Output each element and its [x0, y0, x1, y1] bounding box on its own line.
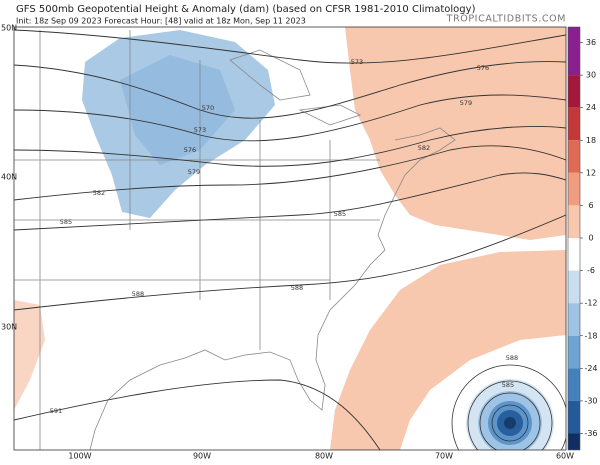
colorbar-segment: [568, 400, 580, 434]
longitude-label: 90W: [193, 452, 211, 461]
colorbar-tick-label: 30: [586, 71, 596, 80]
colorbar-tick-label: -6: [587, 266, 595, 275]
map-frame: [13, 26, 567, 451]
longitude-label: 60W: [556, 452, 574, 461]
contour-label: 588: [506, 354, 518, 362]
colorbar-frame: [567, 26, 581, 451]
colorbar-tick-label: -18: [584, 331, 597, 340]
map: [13, 26, 567, 451]
positive-anomaly: [330, 250, 566, 450]
latitude-label: 40N: [1, 173, 17, 182]
contour-label: 576: [477, 64, 489, 72]
colorbar-tick-label: 6: [588, 201, 593, 210]
colorbar-segment: [568, 172, 580, 206]
contour-label: 591: [50, 407, 62, 415]
colorbar-segment: [568, 140, 580, 173]
cyclone-anomaly: [504, 417, 516, 429]
colorbar-segment: [568, 303, 580, 336]
longitude-label: 100W: [68, 452, 91, 461]
contour-label: 570: [202, 104, 214, 112]
contour-label: 579: [460, 99, 472, 107]
colorbar-segment: [568, 107, 580, 141]
longitude-label: 70W: [435, 452, 453, 461]
negative-anomaly: [120, 55, 235, 165]
contour-label: 588: [132, 290, 144, 298]
contour-label: 576: [184, 146, 196, 154]
colorbar-segment: [568, 75, 580, 108]
latitude-label: 50N: [1, 24, 17, 33]
colorbar-tick-label: 24: [586, 103, 596, 112]
colorbar-tick-label: 36: [586, 38, 596, 47]
axis-labels: 50N 40N 30N 100W 90W 80W 70W 60W: [1, 24, 574, 461]
colorbar-segment: [568, 205, 580, 238]
colorbar-tick-label: 0: [588, 234, 593, 243]
positive-anomaly: [14, 300, 45, 410]
positive-anomaly: [345, 27, 566, 240]
colorbar-tick-label: -24: [584, 364, 597, 373]
colorbar-tick-label: 18: [586, 136, 596, 145]
contour-label: 582: [93, 189, 105, 197]
contour-labels: 573 576 579 570 573 576 579 582 585 585 588 588 582 5…: [50, 58, 518, 415]
title: GFS 500mb Geopotential Height & Anomaly …: [16, 4, 476, 15]
contour-label: 588: [291, 284, 303, 292]
colorbar-tick-label: -36: [584, 429, 597, 438]
colorbar-segment: [568, 42, 580, 76]
colorbar-tick-label: -12: [584, 299, 597, 308]
colorbar-bottom: [568, 433, 580, 450]
contour-label: 579: [188, 168, 200, 176]
contour-label: 582: [418, 144, 430, 152]
colorbar-top: [568, 27, 580, 43]
contour-label: 585: [502, 381, 514, 389]
height-contours: [14, 29, 566, 450]
colorbar: 36 30 24 18 12 6 0 -6 -12 -18 -24 -30 -36: [567, 26, 598, 451]
cyclone-contours: [451, 364, 566, 450]
contour-label: 585: [334, 210, 346, 218]
colorbar-segment: [568, 270, 580, 304]
contour-label: 573: [194, 126, 206, 134]
colorbar-tick-label: 12: [586, 168, 596, 177]
colorbar-segment: [568, 238, 580, 271]
contour-label: 573: [351, 58, 363, 66]
subtitle: Init: 18z Sep 09 2023 Forecast Hour: [48…: [16, 17, 306, 26]
colorbar-tick-label: -30: [584, 396, 597, 405]
contour-label: 585: [60, 218, 72, 226]
latitude-label: 30N: [1, 323, 17, 332]
colorbar-segment: [568, 368, 580, 401]
colorbar-segment: [568, 335, 580, 369]
website: TROPICALTIDBITS.COM: [446, 14, 566, 25]
longitude-label: 80W: [315, 452, 333, 461]
